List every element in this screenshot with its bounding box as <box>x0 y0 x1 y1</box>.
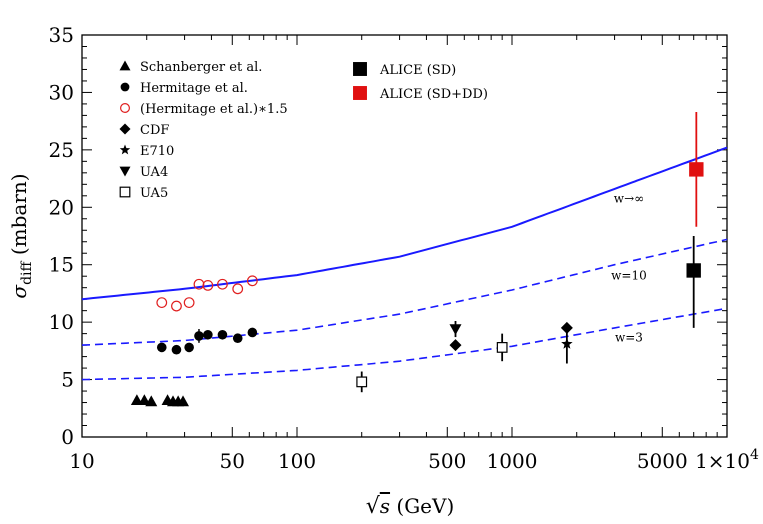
y-tick-label: 30 <box>49 80 74 104</box>
x-axis-label: √s (GeV) <box>366 494 455 519</box>
data-point <box>194 331 204 341</box>
y-tick-label: 10 <box>49 310 74 334</box>
data-point <box>232 283 244 295</box>
y-tick-label: 15 <box>49 253 74 277</box>
legend-marker <box>120 82 130 92</box>
data-point <box>171 300 182 312</box>
legend-label: UA5 <box>140 186 168 201</box>
data-point <box>232 333 243 344</box>
legend-label: ALICE (SD) <box>379 63 456 78</box>
data-point <box>247 327 258 338</box>
y-tick-label: 35 <box>49 23 74 47</box>
legend-label: E710 <box>140 144 174 159</box>
model-curve <box>81 146 728 301</box>
curve-label: w=10 <box>611 269 647 283</box>
plot-frame <box>81 34 728 438</box>
x-tick-label: 50 <box>220 449 245 473</box>
data-point <box>449 339 462 352</box>
data-point <box>202 279 214 291</box>
x-tick-label: 10 <box>69 449 94 473</box>
legend-label: CDF <box>140 123 169 138</box>
data-point <box>145 395 158 407</box>
legend-marker <box>119 186 131 198</box>
y-tick-label: 0 <box>61 425 74 449</box>
data-point <box>171 344 182 355</box>
legend-marker <box>119 166 131 177</box>
data-point <box>246 275 258 287</box>
data-point <box>156 342 167 353</box>
y-tick-label: 5 <box>61 368 74 392</box>
data-point <box>356 376 368 388</box>
data-point <box>183 297 195 309</box>
model-curve <box>81 307 728 381</box>
x-tick-label: 1000 <box>487 449 538 473</box>
x-tick-label: 100 <box>278 449 316 473</box>
data-point <box>686 263 701 278</box>
x-tick-label: 1×104 <box>695 447 759 473</box>
data-point <box>449 324 462 336</box>
y-tick-label: 25 <box>49 138 74 162</box>
legend-marker <box>353 62 367 76</box>
legend-marker <box>119 144 131 155</box>
curve-label: w→∞ <box>614 192 644 206</box>
model-curve <box>81 238 728 346</box>
legend-label: Schanberger et al. <box>140 60 262 75</box>
data-point <box>496 342 508 353</box>
y-axis-label: σdiff (mbarn) <box>7 173 35 298</box>
data-point <box>184 342 194 353</box>
legend-marker <box>119 123 131 135</box>
x-tick-label: 5000 <box>637 449 688 473</box>
legend-label: UA4 <box>140 165 168 180</box>
data-point <box>156 297 168 309</box>
curve-label: w=3 <box>615 331 643 345</box>
data-point <box>203 329 213 340</box>
legend-label: (Hermitage et al.)∗1.5 <box>140 102 288 117</box>
y-tick-label: 20 <box>49 195 74 219</box>
legend-label: Hermitage et al. <box>140 81 248 96</box>
x-tick-label: 500 <box>428 449 466 473</box>
legend-marker <box>119 60 131 71</box>
legend-label: ALICE (SD+DD) <box>379 87 488 102</box>
data-point <box>217 329 228 340</box>
data-point <box>138 394 151 406</box>
data-point <box>689 162 704 177</box>
legend-marker <box>353 86 367 100</box>
data-point <box>177 395 190 407</box>
legend-marker <box>119 102 130 113</box>
data-point <box>217 278 228 290</box>
data-point <box>561 338 573 349</box>
